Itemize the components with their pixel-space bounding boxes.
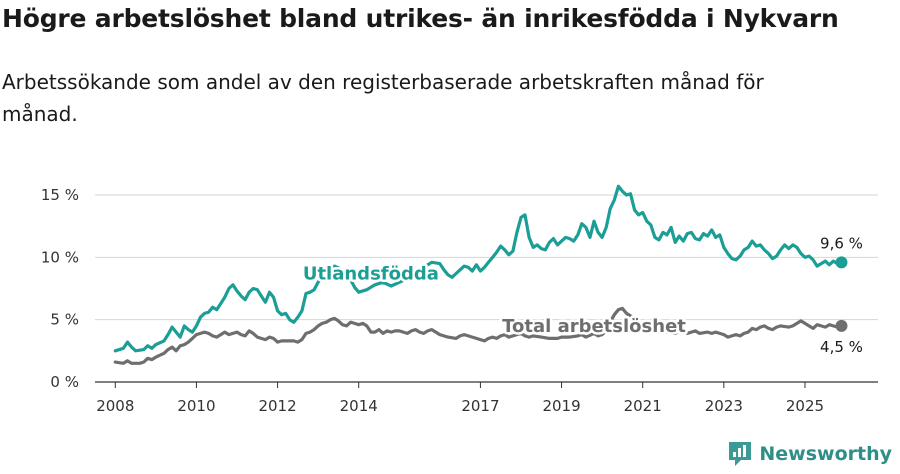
x-tick-label: 2008 (96, 397, 134, 415)
x-tick-label: 2012 (258, 397, 296, 415)
series-endpoint (835, 256, 848, 269)
grid-lines (95, 194, 878, 321)
x-tick-label: 2014 (340, 397, 378, 415)
y-tick-label: 0 % (50, 373, 79, 391)
axes: 0 % 5 % 10 % 15 % 2008 2010 2012 2014 2017 2019 20… (41, 186, 878, 415)
x-tick-label: 2023 (705, 397, 743, 415)
x-tick-label: 2025 (786, 397, 824, 415)
y-tick-label: 15 % (41, 186, 79, 204)
brand-name: Newsworthy (759, 443, 892, 465)
series-end-label: 9,6 % (820, 234, 863, 252)
newsworthy-logo-icon (729, 442, 752, 466)
series-lines (113, 184, 848, 365)
page-title: Högre arbetslöshet bland utrikes- än inr… (2, 4, 839, 33)
series-line (113, 306, 844, 365)
y-tick-label: 10 % (41, 248, 79, 266)
x-tick-label: 2017 (461, 397, 499, 415)
series-name-label: Utlandsfödda (303, 264, 439, 285)
x-tick-label: 2010 (177, 397, 215, 415)
series-endpoint (835, 319, 848, 332)
x-tick-label: 2019 (542, 397, 580, 415)
series-name-label: Total arbetslöshet (502, 316, 686, 337)
brand-logo: Newsworthy (727, 440, 892, 468)
series-end-label: 4,5 % (820, 338, 863, 356)
chart-subtitle: Arbetssökande som andel av den registerb… (2, 70, 764, 126)
y-tick-label: 5 % (50, 311, 79, 329)
series-labels: 9,6 % 4,5 % Utlandsfödda Total arbetslöshet (300, 234, 863, 356)
x-tick-label: 2021 (624, 397, 662, 415)
series-line (113, 184, 844, 353)
